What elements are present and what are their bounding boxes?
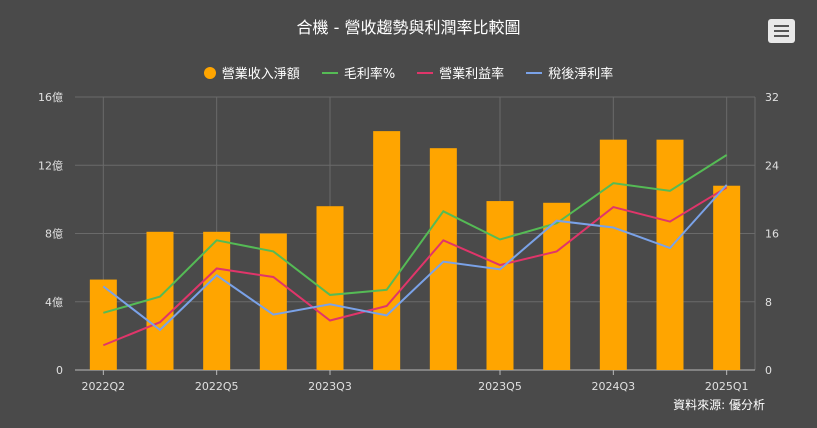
y-left-tick-label: 8億: [45, 228, 63, 241]
revenue-bar: [656, 139, 684, 370]
x-tick-label: 2025Q1: [705, 380, 749, 393]
legend-label-revenue: 營業收入淨額: [221, 67, 300, 82]
legend-label-operating-margin: 營業利益率: [439, 67, 505, 82]
revenue-bar: [543, 202, 571, 370]
revenue-bar: [429, 148, 457, 370]
y-right-tick-label: 16: [765, 228, 779, 241]
chart-title: 合機 - 營收趨勢與利潤率比較圖: [296, 18, 521, 37]
series-line-0: [103, 154, 728, 314]
source-note: 資料來源: 優分析: [673, 398, 765, 412]
revenue-bar: [373, 131, 401, 370]
series-line-1: [102, 186, 728, 347]
legend-swatch-operating-margin: [417, 71, 434, 74]
legend-item-revenue[interactable]: 營業收入淨額: [203, 63, 300, 82]
legend-label-gross-margin: 毛利率%: [343, 67, 396, 82]
legend-swatch-net-margin: [526, 71, 543, 74]
revenue-bar: [259, 233, 287, 370]
x-tick-label: 2023Q5: [478, 380, 522, 393]
x-tick-label: 2022Q5: [195, 380, 239, 393]
legend-item-net-margin[interactable]: 稅後淨利率: [526, 63, 613, 82]
revenue-bar: [599, 139, 627, 370]
y-right-tick-label: 0: [765, 364, 772, 377]
revenue-bar: [146, 231, 174, 370]
legend-item-operating-margin[interactable]: 營業利益率: [417, 63, 504, 82]
legend-swatch-revenue: [203, 66, 216, 79]
chart-legend: 營業收入淨額 毛利率% 營業利益率 稅後淨利率: [0, 63, 817, 82]
y-left-tick-label: 12億: [38, 159, 63, 172]
revenue-bar: [203, 231, 231, 370]
legend-swatch-gross-margin: [321, 71, 338, 74]
x-tick-label: 2022Q2: [82, 380, 126, 393]
y-left-tick-label: 0: [56, 364, 63, 377]
legend-label-net-margin: 稅後淨利率: [548, 67, 614, 82]
revenue-bar: [89, 279, 117, 370]
legend-item-gross-margin[interactable]: 毛利率%: [321, 63, 396, 82]
y-right-tick-label: 32: [765, 91, 779, 104]
y-right-tick-label: 8: [765, 296, 772, 309]
series-line-2: [102, 184, 728, 332]
hamburger-menu-icon[interactable]: [768, 19, 795, 43]
x-tick-label: 2024Q3: [592, 380, 636, 393]
y-right-tick-label: 24: [765, 159, 779, 172]
y-left-tick-label: 4億: [45, 296, 63, 309]
x-tick-label: 2023Q3: [308, 380, 352, 393]
revenue-bar: [713, 185, 741, 370]
y-left-tick-label: 16億: [38, 91, 63, 104]
revenue-bar: [486, 201, 514, 370]
